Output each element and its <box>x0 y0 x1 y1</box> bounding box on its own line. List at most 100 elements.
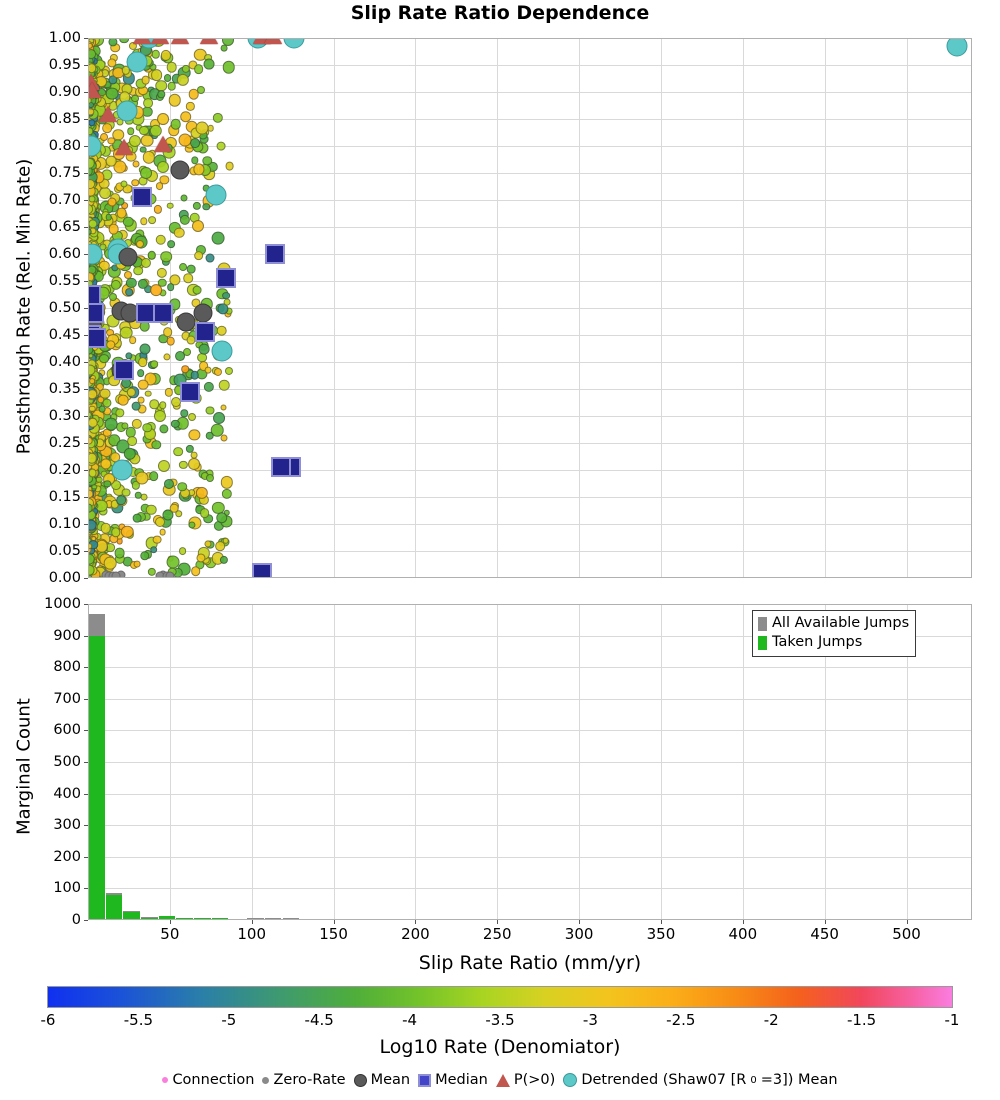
marker-legend-label-connection: Connection <box>172 1072 255 1088</box>
connection-point <box>173 227 185 238</box>
scatter-y-axis-title: Passthrough Rate (Rel. Min Rate) <box>13 158 35 455</box>
histogram-y-tickmark <box>84 762 88 763</box>
histogram-legend: All Available Jumps Taken Jumps <box>752 610 917 657</box>
connection-point <box>88 167 94 176</box>
connection-point <box>221 488 233 499</box>
scatter-gridline-h <box>88 281 972 282</box>
scatter-y-tickmark <box>84 173 88 174</box>
histogram-x-tick-label: 100 <box>237 925 267 943</box>
connection-point <box>119 38 130 44</box>
histogram-x-tickmark <box>906 920 908 924</box>
mean-point <box>118 247 138 267</box>
connection-point <box>192 219 205 232</box>
connection-point <box>176 73 189 87</box>
connection-point <box>177 482 188 492</box>
connection-point <box>178 262 187 271</box>
marker-legend-label-mean: Mean <box>370 1072 411 1088</box>
connection-point <box>187 457 200 470</box>
p-gt-zero-point <box>170 38 189 44</box>
histogram-bar-taken-jumps <box>194 918 211 920</box>
connection-point <box>148 471 159 482</box>
histogram-y-tick-label: 300 <box>53 817 81 834</box>
connection-point <box>220 404 227 411</box>
histogram-x-tick-label: 250 <box>482 925 512 943</box>
x-axis-title: Slip Rate Ratio (mm/yr) <box>418 952 642 974</box>
colorbar-tick-label: -3.5 <box>485 1011 515 1029</box>
scatter-panel: 0.00 0.05 0.10 0.15 0.20 0.25 0.30 0.35 0.40 0.45… <box>49 30 972 586</box>
histogram-panel: 0 100 200 300 400 500 600 700 800 900 1000 50 100 15… <box>44 596 972 943</box>
connection-point <box>193 64 204 74</box>
scatter-y-tickmark <box>84 254 88 255</box>
histogram-x-tick-label: 350 <box>646 925 676 943</box>
connection-point <box>213 411 226 424</box>
connection-point <box>133 265 143 276</box>
scatter-y-tickmark <box>84 416 88 417</box>
histogram-y-tickmark <box>84 635 88 637</box>
histogram-y-tick-label: 600 <box>53 722 81 739</box>
histogram-x-tick-label: 200 <box>401 925 430 943</box>
median-point <box>215 268 236 289</box>
scatter-y-tick-label: 0.25 <box>48 435 81 451</box>
mean-point <box>193 303 213 323</box>
connection-point <box>155 182 164 191</box>
median-point <box>179 381 200 402</box>
connection-point <box>205 431 214 440</box>
connection-point <box>170 503 179 513</box>
colorbar-tick-label: -1 <box>944 1011 960 1029</box>
connection-point <box>167 239 176 248</box>
scatter-gridline-h <box>88 65 972 66</box>
connection-point <box>131 418 143 429</box>
colorbar-tick-label: -5 <box>221 1011 237 1029</box>
legend-swatch-taken-jumps <box>758 635 767 650</box>
connection-point <box>216 325 227 337</box>
connection-point <box>107 197 117 207</box>
connection-point <box>160 250 172 263</box>
connection-point <box>88 127 94 135</box>
histogram-y-tick-label: 500 <box>53 754 81 770</box>
histogram-y-tick-label: 200 <box>53 848 81 865</box>
connection-point <box>108 223 119 235</box>
histogram-bar-taken-jumps <box>123 912 141 920</box>
connection-point <box>202 202 211 211</box>
marker-legend-item-detrended: Detrended (Shaw07 [R 0 =3]) Mean <box>563 1072 838 1088</box>
scatter-gridline-h <box>88 470 972 471</box>
connection-point <box>166 202 174 210</box>
scatter-y-tickmark <box>84 362 88 363</box>
median-point <box>264 244 285 264</box>
zero-rate-point <box>165 571 175 578</box>
colorbar-tick-label: -4 <box>402 1011 418 1029</box>
histogram-bar-taken-jumps <box>211 918 229 920</box>
connection-point <box>149 399 160 409</box>
histogram-bar-taken-jumps <box>158 916 176 920</box>
connection-point <box>137 396 145 404</box>
connection-point <box>99 187 111 200</box>
connection-point <box>166 555 180 569</box>
connection-point <box>124 270 133 279</box>
histogram-y-tickmark <box>84 698 88 700</box>
connection-point <box>183 273 193 284</box>
marker-legend-item-zero-rate: Zero-Rate <box>262 1072 346 1088</box>
scatter-y-tick-label: 0.45 <box>48 327 81 343</box>
detrended-point <box>211 340 233 362</box>
histogram-x-tickmark <box>251 920 253 924</box>
connection-point <box>203 381 214 392</box>
connection-point <box>99 388 111 400</box>
histogram-y-tick-label: 400 <box>53 785 81 802</box>
detrended-point <box>116 100 138 122</box>
histogram-x-tickmark <box>333 920 335 924</box>
histogram-bar-all-jumps <box>247 918 264 920</box>
scatter-y-tickmark <box>84 551 88 552</box>
histogram-bar <box>141 604 158 920</box>
connection-point <box>135 471 149 485</box>
histogram-y-tickmark <box>84 667 88 669</box>
connection-point <box>149 284 162 296</box>
connection-point <box>192 285 202 295</box>
colorbar-tick-label: -2 <box>763 1011 779 1029</box>
scatter-y-tickmark <box>84 65 88 66</box>
connection-point <box>159 529 166 536</box>
connection-point <box>114 547 125 559</box>
scatter-y-tick-label: 0.40 <box>48 354 81 370</box>
connection-point <box>136 369 145 378</box>
legend-label-taken-jumps: Taken Jumps <box>772 634 863 650</box>
connection-point <box>159 424 169 434</box>
